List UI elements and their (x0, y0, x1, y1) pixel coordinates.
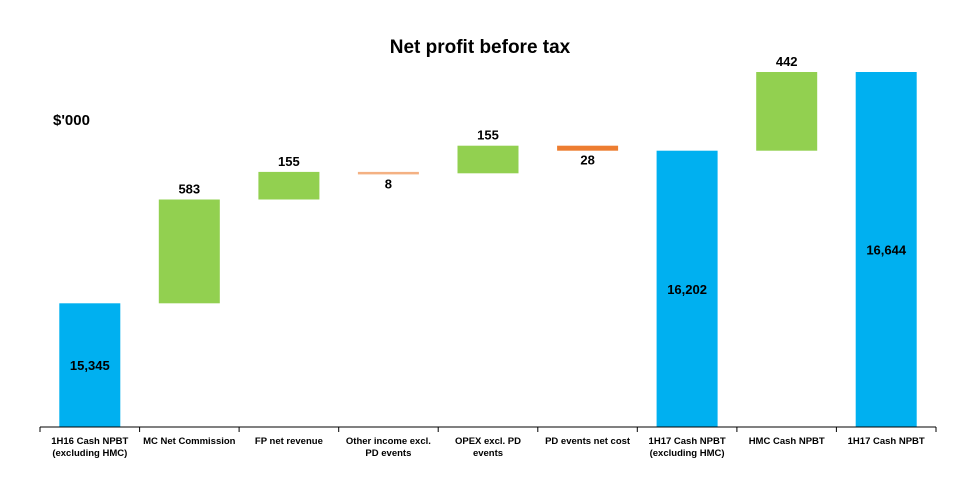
data-label-6: 28 (580, 153, 594, 168)
bar-6 (557, 145, 619, 151)
category-label-4: Other income excl. PD events (346, 436, 431, 459)
data-label-8: 442 (776, 54, 798, 69)
category-label-6: PD events net cost (545, 436, 631, 447)
data-label-3: 155 (278, 154, 300, 169)
bar-4 (357, 171, 419, 175)
category-label-7: 1H17 Cash NPBT (excluding HMC) (649, 436, 726, 459)
data-label-7: 16,202 (667, 282, 707, 297)
bar-1 (59, 303, 121, 427)
bar-2 (158, 199, 220, 304)
data-label-2: 583 (178, 182, 200, 197)
bar-7 (656, 150, 718, 427)
bars-group (59, 72, 917, 427)
category-label-3: FP net revenue (255, 436, 323, 447)
data-label-9: 16,644 (866, 243, 907, 258)
category-label-1: 1H16 Cash NPBT (excluding HMC) (51, 436, 128, 459)
data-label-5: 155 (477, 128, 499, 143)
data-labels-group: 15,345 583 155 8 155 28 16,202 442 16,644 (70, 54, 907, 373)
bar-9 (855, 72, 917, 427)
unit-label: $'000 (53, 112, 90, 129)
category-label-9: 1H17 Cash NPBT (848, 436, 925, 447)
data-label-4: 8 (385, 176, 392, 191)
bar-5 (457, 145, 519, 174)
x-axis-ticks: 1H16 Cash NPBT (excluding HMC) MC Net Comm… (39, 427, 937, 459)
category-label-5: OPEX excl. PD events (455, 436, 521, 459)
chart-title: Net profit before tax (390, 37, 571, 58)
data-label-1: 15,345 (70, 358, 110, 373)
bar-8 (756, 72, 818, 151)
category-label-8: HMC Cash NPBT (749, 436, 825, 447)
bar-3 (258, 171, 320, 200)
category-label-2: MC Net Commission (143, 436, 236, 447)
